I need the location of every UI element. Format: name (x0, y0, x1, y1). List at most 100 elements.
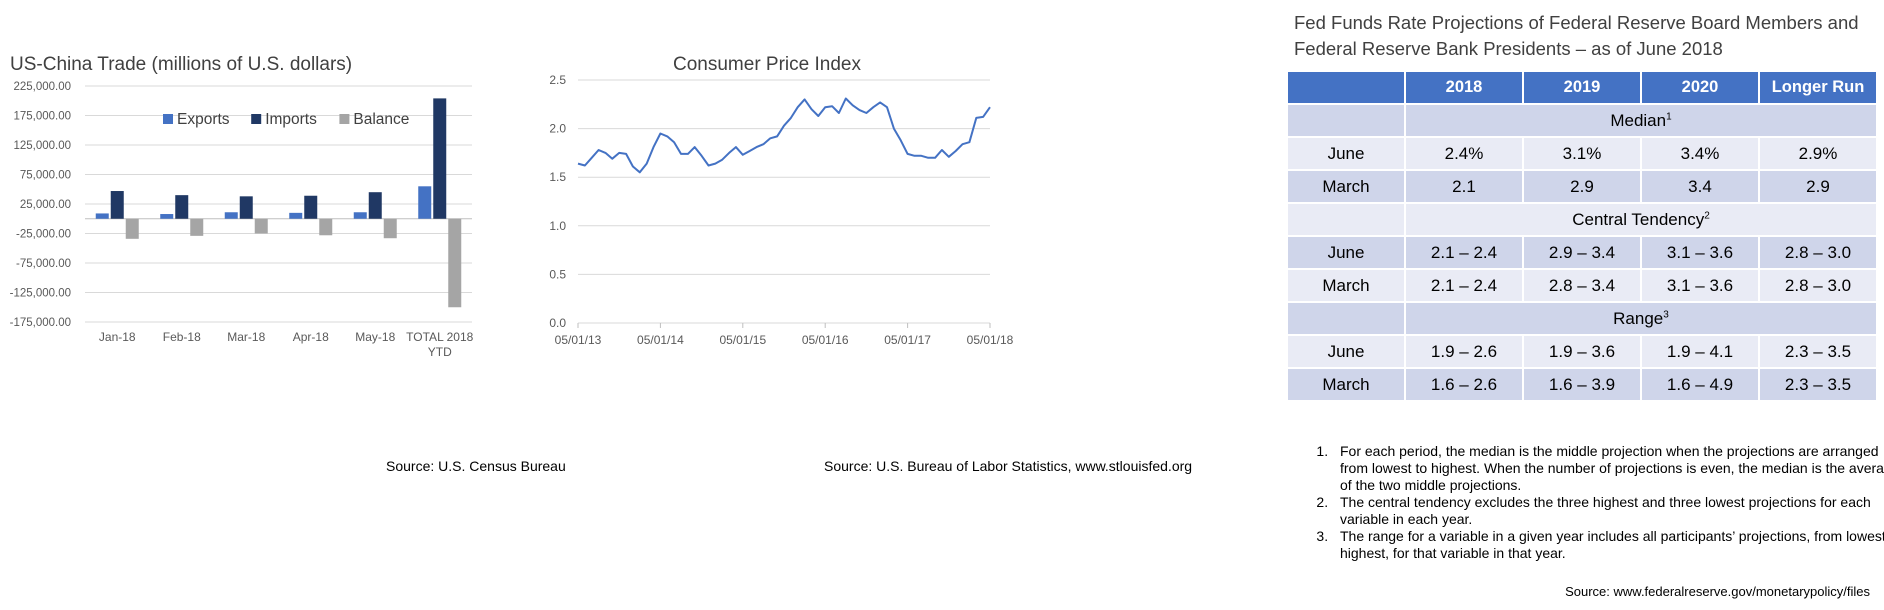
x-tick-label: YTD (428, 345, 452, 359)
x-tick-label: Mar-18 (227, 330, 265, 344)
table-row: March 1.6 – 2.6 1.6 – 3.9 1.6 – 4.9 2.3 … (1288, 369, 1876, 400)
x-tick-label: Apr-18 (293, 330, 329, 344)
bar-exports (224, 212, 238, 219)
table-row: June 2.1 – 2.4 2.9 – 3.4 3.1 – 3.6 2.8 –… (1288, 237, 1876, 268)
bar-balance (448, 218, 462, 308)
y-tick-label: 2.0 (549, 122, 566, 136)
header-cell: 2018 (1406, 72, 1522, 103)
y-tick-label: -75,000.00 (16, 258, 71, 270)
x-tick-label: 05/01/16 (802, 333, 849, 347)
y-tick-label: 225,000.00 (13, 81, 71, 93)
bar-imports (433, 98, 447, 219)
section-row-central-tendency: Central Tendency2 (1288, 204, 1876, 235)
table-cell: 2.3 – 3.5 (1760, 369, 1876, 400)
table-cell: 2.8 – 3.0 (1760, 270, 1876, 301)
section-row-median: Median1 (1288, 105, 1876, 136)
y-tick-label: -25,000.00 (16, 229, 71, 241)
y-tick-label: -175,000.00 (10, 317, 71, 329)
legend-label-imports: Imports (265, 111, 317, 128)
header-cell: 2019 (1524, 72, 1640, 103)
table-cell: 3.1% (1524, 138, 1640, 169)
table-cell: 2.9% (1760, 138, 1876, 169)
table-cell: 2.1 (1406, 171, 1522, 202)
y-tick-label: 75,000.00 (20, 170, 71, 182)
header-cell: Longer Run (1760, 72, 1876, 103)
y-tick-label: 1.0 (549, 219, 566, 233)
x-tick-label: 05/01/18 (967, 333, 1014, 347)
section-blank-cell (1288, 303, 1404, 334)
trade-chart-title: US-China Trade (millions of U.S. dollars… (10, 54, 353, 75)
footnotes-list: For each period, the median is the middl… (1298, 443, 1884, 562)
legend-label-balance: Balance (353, 111, 409, 128)
y-tick-label: 175,000.00 (13, 111, 71, 123)
x-tick-label: Jan-18 (99, 330, 136, 344)
bar-imports (110, 191, 124, 219)
fed-table-title: Fed Funds Rate Projections of Federal Re… (1294, 12, 1859, 59)
bar-balance (254, 218, 268, 234)
row-label: June (1288, 336, 1404, 367)
table-row: March 2.1 – 2.4 2.8 – 3.4 3.1 – 3.6 2.8 … (1288, 270, 1876, 301)
bar-exports (289, 212, 303, 219)
legend-swatch-imports (251, 114, 262, 124)
header-cell: 2020 (1642, 72, 1758, 103)
y-tick-label: 0.0 (549, 316, 566, 330)
bar-imports (368, 192, 382, 219)
table-cell: 1.9 – 2.6 (1406, 336, 1522, 367)
x-tick-label: Feb-18 (163, 330, 201, 344)
table-cell: 1.6 – 2.6 (1406, 369, 1522, 400)
section-label: Range3 (1406, 303, 1876, 334)
table-row: June 1.9 – 2.6 1.9 – 3.6 1.9 – 4.1 2.3 –… (1288, 336, 1876, 367)
bar-exports (418, 186, 432, 219)
y-tick-label: 0.5 (549, 267, 566, 281)
y-tick-label: 1.5 (549, 170, 566, 184)
section-label: Median1 (1406, 105, 1876, 136)
table-cell: 3.1 – 3.6 (1642, 270, 1758, 301)
table-row: June 2.4% 3.1% 3.4% 2.9% (1288, 138, 1876, 169)
header-cell (1288, 72, 1404, 103)
table-cell: 2.8 – 3.4 (1524, 270, 1640, 301)
footnote: The range for a variable in a given year… (1332, 528, 1884, 562)
legend-swatch-balance (339, 114, 350, 124)
table-cell: 1.9 – 3.6 (1524, 336, 1640, 367)
bar-imports (304, 195, 318, 219)
bar-balance (319, 218, 333, 236)
section-row-range: Range3 (1288, 303, 1876, 334)
table-cell: 3.1 – 3.6 (1642, 237, 1758, 268)
trade-source: Source: U.S. Census Bureau (386, 458, 566, 474)
bar-balance (190, 218, 204, 236)
bar-balance (383, 218, 397, 239)
table-row: March 2.1 2.9 3.4 2.9 (1288, 171, 1876, 202)
bar-exports (353, 212, 367, 219)
legend-swatch-exports (163, 114, 173, 124)
trade-chart-panel: US-China Trade (millions of U.S. dollars… (0, 0, 590, 610)
row-label: June (1288, 237, 1404, 268)
table-cell: 1.6 – 3.9 (1524, 369, 1640, 400)
x-tick-label: 05/01/17 (884, 333, 931, 347)
table-cell: 2.1 – 2.4 (1406, 270, 1522, 301)
y-tick-label: 2.5 (549, 73, 566, 87)
fed-projections-panel: Fed Funds Rate Projections of Federal Re… (1282, 0, 1884, 610)
table-cell: 2.9 – 3.4 (1524, 237, 1640, 268)
table-cell: 3.4% (1642, 138, 1758, 169)
footnote: For each period, the median is the middl… (1332, 443, 1884, 494)
bar-exports (95, 213, 109, 219)
x-tick-label: 05/01/14 (637, 333, 684, 347)
table-cell: 2.3 – 3.5 (1760, 336, 1876, 367)
trade-bar-chart: 225,000.00 175,000.00 125,000.00 75,000.00 2… (10, 81, 474, 359)
y-tick-label: 125,000.00 (13, 140, 71, 152)
cpi-line-chart: 0.0 0.5 1.0 1.5 2.0 2.5 05/01/13 05/01/14 05/01/… (549, 73, 1014, 347)
table-cell: 2.1 – 2.4 (1406, 237, 1522, 268)
footnote: The central tendency excludes the three … (1332, 494, 1884, 528)
x-tick-label: 05/01/15 (719, 333, 766, 347)
row-label: June (1288, 138, 1404, 169)
x-tick-label: 05/01/13 (555, 333, 602, 347)
fed-projections-table: 2018 2019 2020 Longer Run Median1 June 2… (1286, 70, 1878, 402)
table-cell: 1.9 – 4.1 (1642, 336, 1758, 367)
table-cell: 2.9 (1760, 171, 1876, 202)
bar-imports (175, 195, 189, 219)
cpi-chart-title: Consumer Price Index (673, 54, 861, 75)
fed-source: Source: www.federalreserve.gov/monetaryp… (1565, 584, 1870, 599)
bar-imports (239, 196, 253, 219)
cpi-chart-panel: Consumer Price Index 0.0 0.5 1.0 1.5 2.0 2.5 0… (549, 0, 1260, 610)
cpi-series-line (577, 97, 991, 174)
